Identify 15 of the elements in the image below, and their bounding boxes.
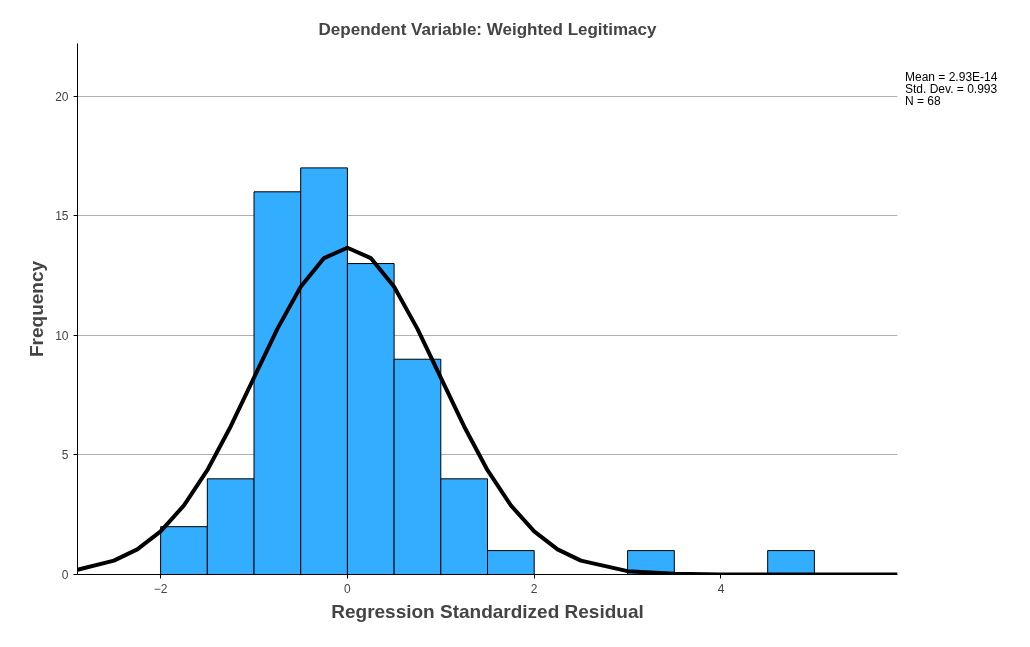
chart-title: Dependent Variable: Weighted Legitimacy bbox=[318, 19, 657, 39]
y-tick-label: 5 bbox=[61, 448, 69, 463]
y-tick-label: 15 bbox=[55, 209, 69, 224]
x-tick-label: −2 bbox=[153, 581, 168, 596]
text: Std. Dev. = 0.993 bbox=[905, 82, 998, 96]
x-tick-label: 0 bbox=[344, 581, 352, 596]
x-tick-label: 4 bbox=[717, 581, 725, 596]
y-tick-label: 10 bbox=[55, 328, 69, 343]
x-tick-label: 2 bbox=[530, 581, 538, 596]
x-axis-title: Regression Standardized Residual bbox=[331, 600, 644, 622]
text: Mean = 2.93E-14 bbox=[905, 70, 998, 84]
y-tick-label: 20 bbox=[55, 89, 69, 104]
y-axis-title: Frequency bbox=[26, 260, 48, 358]
y-tick-label: 0 bbox=[61, 568, 69, 582]
text: N = 68 bbox=[905, 94, 942, 108]
